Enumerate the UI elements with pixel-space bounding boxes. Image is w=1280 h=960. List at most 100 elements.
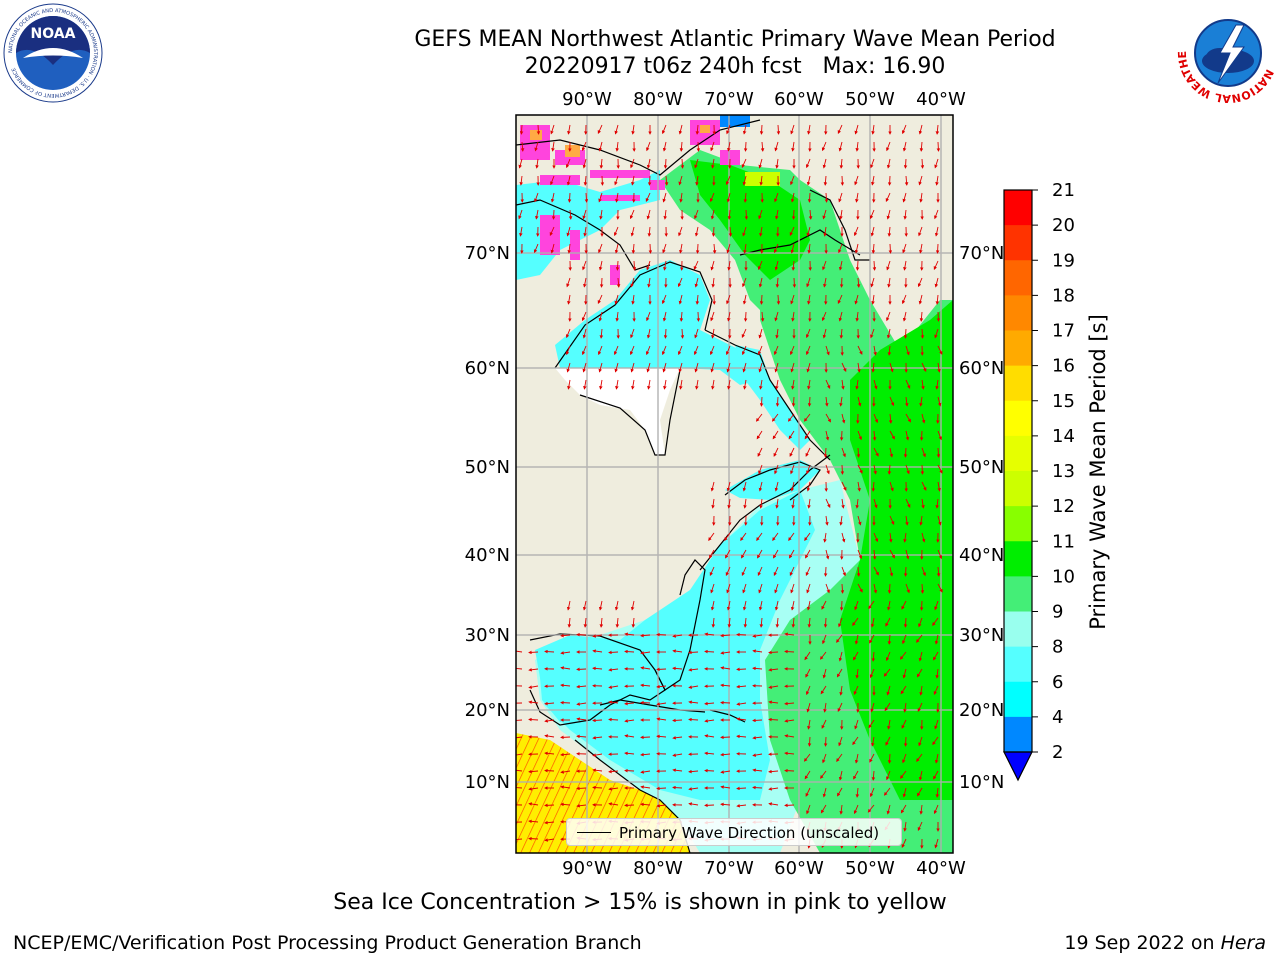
wave-arrow [693, 260, 699, 271]
wave-arrow [918, 770, 923, 781]
wave-arrow [704, 701, 715, 706]
wave-arrow [566, 175, 571, 186]
wave-arrow [902, 311, 907, 322]
wave-arrow [672, 718, 683, 723]
wave-arrow [905, 345, 910, 356]
wave-arrow [694, 158, 699, 169]
wave-arrow [624, 803, 635, 808]
wave-arrow [805, 158, 811, 169]
wave-arrow [937, 430, 942, 441]
wave-arrow [857, 362, 861, 373]
wave-arrow [728, 226, 733, 237]
wave-arrow [535, 209, 539, 220]
wave-arrow [903, 532, 907, 543]
wave-arrow [662, 311, 667, 322]
wave-arrow [742, 362, 747, 373]
wave-arrow [726, 243, 731, 254]
wave-arrow [855, 787, 860, 798]
wave-arrow [709, 549, 715, 559]
colorbar-segment [1004, 716, 1032, 753]
wave-arrow [889, 430, 895, 440]
colorbar-segment [1004, 681, 1032, 718]
wave-arrow [757, 260, 763, 271]
wave-arrow [758, 277, 763, 288]
wave-arrow [598, 362, 603, 373]
wave-arrow [615, 617, 620, 628]
wave-arrow [742, 277, 747, 288]
wave-arrow [905, 413, 911, 423]
wave-arrow [656, 667, 667, 672]
wave-arrow [825, 345, 830, 356]
wave-arrow [856, 447, 861, 458]
wave-arrow [678, 294, 683, 305]
wave-arrow [582, 158, 587, 169]
wave-arrow [694, 226, 699, 237]
wave-arrow [837, 294, 843, 305]
wave-arrow [758, 209, 763, 220]
wave-arrow [870, 226, 875, 237]
wave-arrow [516, 753, 523, 757]
wave-arrow [918, 294, 923, 305]
wave-arrow [870, 277, 875, 288]
wave-arrow [720, 700, 731, 705]
wave-arrow [774, 260, 779, 271]
wave-arrow [917, 702, 923, 713]
wave-arrow [825, 549, 830, 560]
wave-arrow [933, 651, 939, 661]
wave-arrow [803, 413, 811, 422]
wave-arrow [672, 735, 683, 740]
wave-arrow [806, 600, 811, 611]
wave-arrow [741, 345, 747, 356]
wave-arrow [905, 515, 909, 526]
wave-arrow [902, 753, 907, 764]
baffin-period-13 [745, 172, 780, 186]
wave-arrow [871, 124, 875, 135]
wave-arrow [784, 734, 795, 738]
wave-arrow [759, 396, 764, 407]
wave-arrow [822, 209, 827, 220]
wave-arrow [567, 243, 572, 254]
wave-arrow [576, 684, 587, 689]
wave-arrow [921, 481, 927, 491]
wave-arrow [663, 379, 667, 390]
wave-arrow [868, 600, 875, 610]
wave-arrow [841, 566, 846, 577]
wave-arrow [720, 683, 731, 688]
wave-arrow [725, 345, 731, 356]
wave-arrow [838, 736, 843, 747]
wave-arrow [873, 447, 879, 457]
wave-arrow [838, 243, 843, 254]
wave-arrow [807, 294, 811, 305]
wave-arrow [933, 804, 939, 815]
wave-arrow [592, 634, 603, 638]
wave-arrow [656, 632, 667, 637]
wave-arrow [598, 600, 603, 611]
wave-arrow [888, 413, 893, 424]
wave-arrow [937, 345, 943, 355]
wave-arrow [901, 124, 907, 135]
wave-arrow [516, 668, 523, 670]
wave-arrow [921, 447, 926, 458]
wave-arrow [581, 141, 587, 152]
wave-arrow [710, 583, 715, 594]
wave-arrow [870, 617, 875, 628]
wave-arrow [904, 175, 909, 186]
colorbar-segment [1004, 260, 1032, 296]
colorbar-segment [1004, 435, 1032, 472]
wave-arrow [871, 362, 876, 373]
wave-arrow [516, 768, 523, 773]
lon-label: 80°W [633, 89, 683, 110]
wave-arrow [528, 769, 539, 774]
wave-arrow [528, 717, 539, 722]
map-frame [515, 114, 954, 854]
wave-arrow [918, 736, 923, 747]
wave-arrow [727, 311, 731, 322]
wave-arrow [663, 158, 668, 169]
wave-arrow [887, 600, 891, 611]
wave-arrow [854, 243, 859, 254]
wave-arrow [678, 175, 683, 186]
wave-arrow [567, 294, 571, 305]
wave-arrow [694, 277, 699, 288]
wave-arrow [791, 498, 795, 509]
wave-arrow [528, 650, 539, 655]
